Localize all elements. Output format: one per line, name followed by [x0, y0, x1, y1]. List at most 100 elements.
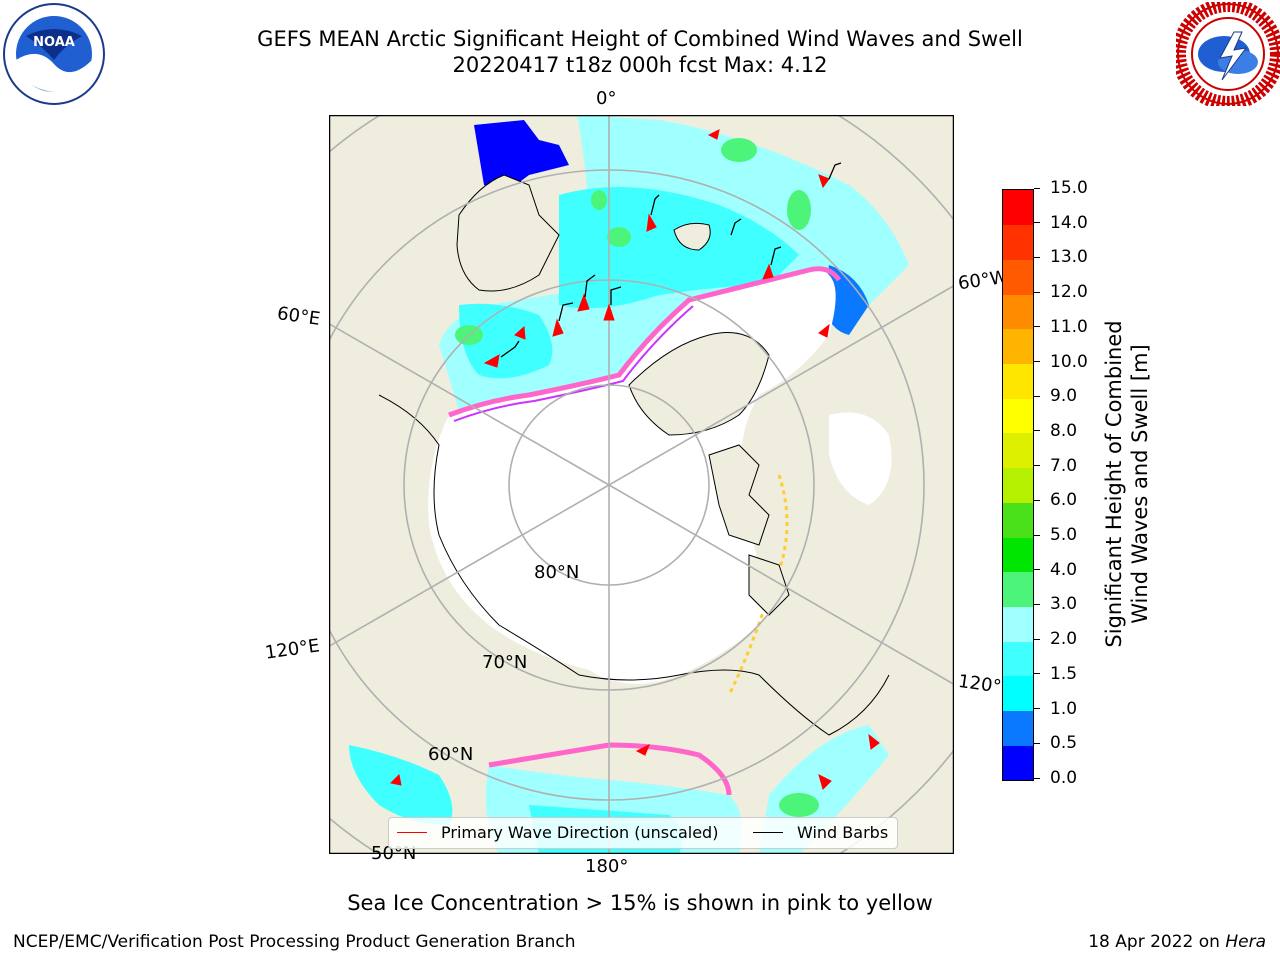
colorbar-tick-label: 1.5 — [1034, 664, 1077, 684]
meridian-120w — [608, 484, 954, 686]
map-canvas — [329, 115, 954, 854]
ice-edge-inner — [453, 305, 694, 422]
wave-arrow — [868, 733, 880, 750]
colorbar-segment — [1003, 467, 1033, 503]
wind-barb — [610, 286, 622, 305]
alaska-coast — [678, 669, 890, 736]
colorbar-tick-label: 6.0 — [1034, 490, 1077, 510]
meridian-120e — [329, 484, 610, 648]
sea-ice-note: Sea Ice Concentration > 15% is shown in … — [347, 891, 933, 915]
colorbar-segment — [1003, 190, 1033, 226]
noaa-logo: NOAA — [2, 2, 106, 106]
wave-patch — [787, 190, 811, 230]
wave-arrow — [707, 129, 720, 140]
legend-label-wind-barbs: Wind Barbs — [797, 823, 889, 842]
chart-title: GEFS MEAN Arctic Significant Height of C… — [257, 27, 1023, 51]
colorbar-label-line2: Wind Waves and Swell [m] — [1128, 344, 1152, 624]
colorbar-tick-label: 12.0 — [1034, 282, 1088, 302]
polar-map: 0° 60°E 60°W 120°E 120°W 180° 80°N 70°N … — [264, 88, 1021, 877]
colorbar-tick-label: 1.0 — [1034, 699, 1077, 719]
wind-barb — [584, 274, 596, 298]
footer-date-text: 18 Apr 2022 on — [1088, 932, 1226, 952]
wave-patch — [779, 793, 819, 817]
wind-barb — [730, 218, 742, 236]
colorbar-tick-label: 10.0 — [1034, 352, 1088, 372]
wave-arrow — [514, 325, 526, 340]
colorbar-segment — [1003, 537, 1033, 573]
labrador-sea — [824, 265, 869, 335]
colorbar-tick-label: 4.0 — [1034, 560, 1077, 580]
norwegian-sea — [459, 303, 553, 379]
legend-swatch-red — [397, 832, 427, 833]
wave-direction-arrows — [389, 129, 880, 790]
wave-arrow — [762, 263, 774, 280]
chart-subtitle: 20220417 t18z 000h fcst Max: 4.12 — [452, 53, 828, 77]
lat-label-60: 60°N — [428, 744, 474, 765]
wind-barb — [828, 162, 842, 180]
colorbar-segment — [1003, 259, 1033, 295]
wind-barbs — [500, 162, 842, 358]
colorbar-segment — [1003, 710, 1033, 746]
wind-barb — [650, 194, 660, 216]
wave-arrow — [818, 774, 832, 790]
wind-barb — [558, 302, 574, 322]
colorbar-tick-label: 13.0 — [1034, 247, 1088, 267]
scandinavia — [456, 174, 560, 292]
wave-arrow — [646, 213, 657, 232]
siberia-coast — [378, 394, 680, 681]
footer-host: Hera — [1225, 932, 1266, 952]
colorbar-segment — [1003, 432, 1033, 469]
wave-patch — [591, 190, 607, 210]
colorbar-tick-label: 2.0 — [1034, 629, 1077, 649]
colorbar-segment — [1003, 641, 1033, 677]
wind-barb — [770, 246, 782, 266]
legend-item-wave-direction: Primary Wave Direction (unscaled) — [397, 823, 718, 842]
wind-barb — [500, 340, 520, 358]
lat-label-70: 70°N — [482, 652, 528, 673]
lon-label-0: 0° — [596, 88, 617, 109]
colorbar-tick-label: 5.0 — [1034, 525, 1077, 545]
wave-arrow — [603, 303, 615, 321]
footer-credit: NCEP/EMC/Verification Post Processing Pr… — [13, 932, 576, 952]
greenland — [628, 332, 770, 436]
colorbar-segment — [1003, 224, 1033, 260]
wave-arrow — [389, 773, 402, 786]
map-frame — [329, 115, 954, 854]
colorbar-segment — [1003, 398, 1033, 434]
atlantic-ice-edge — [448, 266, 842, 418]
map-legend: Primary Wave Direction (unscaled) Wind B… — [388, 817, 898, 849]
legend-label-wave-direction: Primary Wave Direction (unscaled) — [441, 823, 719, 842]
colorbar-segment — [1003, 606, 1033, 642]
colorbar-tick-label: 0.0 — [1034, 768, 1077, 788]
graticule — [329, 115, 954, 854]
colorbar-tick-label: 8.0 — [1034, 421, 1077, 441]
lat-label-80: 80°N — [534, 562, 580, 583]
colorbar-tick-label: 7.0 — [1034, 456, 1077, 476]
wave-arrow — [552, 318, 564, 337]
colorbar-tick-label: 9.0 — [1034, 386, 1077, 406]
wave-arrow — [483, 354, 500, 368]
colorbar-segment — [1003, 675, 1033, 712]
colorbar-segment — [1003, 745, 1033, 781]
iceland — [673, 222, 711, 251]
colorbar-segment — [1003, 502, 1033, 538]
wave-arrow — [635, 743, 650, 756]
colorbar-segment — [1003, 294, 1033, 330]
colorbar-segment — [1003, 571, 1033, 607]
colorbar-label-line1: Significant Height of Combined — [1102, 320, 1126, 648]
wave-patch — [607, 227, 631, 247]
nws-logo — [1172, 0, 1280, 110]
atlantic-inner — [559, 187, 799, 309]
wave-arrow — [818, 323, 830, 338]
meridian-60e — [329, 322, 610, 486]
canadian-archipelago — [708, 444, 770, 546]
colorbar-segment — [1003, 328, 1033, 365]
legend-swatch-black — [753, 832, 783, 833]
svg-text:NOAA: NOAA — [33, 35, 75, 50]
colorbar-tick-label: 0.5 — [1034, 733, 1077, 753]
colorbar-tick-label: 11.0 — [1034, 317, 1088, 337]
wave-patch — [721, 138, 757, 162]
lon-label-180: 180° — [585, 856, 629, 877]
bering-ice-edge — [488, 742, 732, 796]
colorbar-tick-label: 15.0 — [1034, 178, 1088, 198]
